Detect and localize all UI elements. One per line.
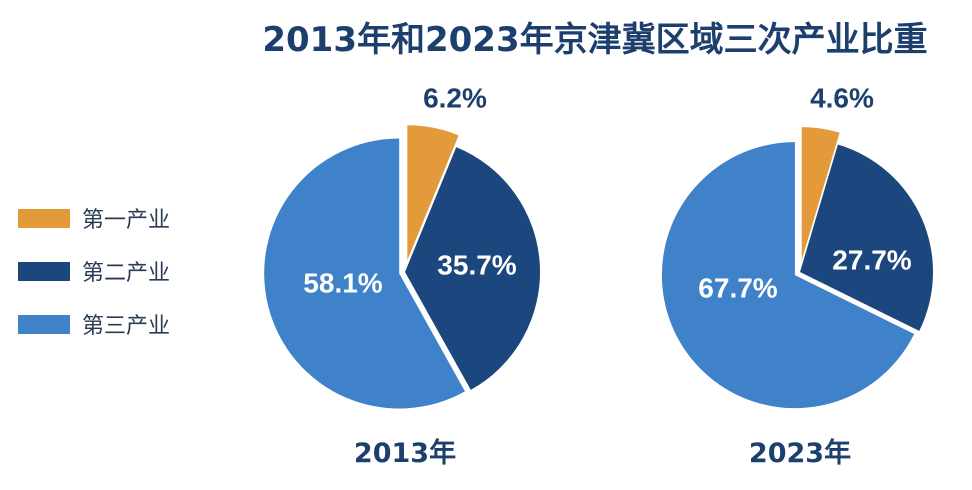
data-label-tertiary-2013: 58.1% [303,267,382,298]
chart-title: 2013年和2023年京津冀区域三次产业比重 [262,20,928,60]
data-label-tertiary-2023: 67.7% [698,272,777,303]
pie-slice-tertiary-2013 [264,138,465,409]
legend-label-primary: 第一产业 [82,208,171,233]
data-label-secondary-2013: 35.7% [437,249,516,280]
pie-slice-primary-2023 [801,127,840,261]
legend-label-secondary: 第二产业 [82,261,171,286]
legend-item-primary: 第一产业 [18,204,238,233]
legend-swatch-secondary [18,261,70,281]
pie-slice-secondary-2023 [800,144,933,331]
pie-2013: 6.2% 35.7% 58.1% 2013年 [264,82,540,469]
pie-2023: 4.6% 27.7% 67.7% 2023年 [661,82,933,469]
legend-swatch-tertiary [18,314,70,334]
data-label-primary-2013: 6.2% [423,82,487,113]
pie-slice-secondary-2013 [405,147,540,390]
pie-title-2023: 2023年 [749,437,851,469]
legend: 第一产业 第二产业 第三产业 [18,204,238,363]
pie-title-2013: 2013年 [354,437,456,469]
legend-item-tertiary: 第三产业 [18,310,238,339]
legend-item-secondary: 第二产业 [18,257,238,286]
legend-swatch-primary [18,208,70,228]
pie-slice-primary-2013 [407,125,459,261]
data-label-primary-2023: 4.6% [810,82,874,113]
pie-slice-tertiary-2023 [661,142,915,409]
legend-label-tertiary: 第三产业 [82,314,171,339]
data-label-secondary-2023: 27.7% [832,244,911,275]
